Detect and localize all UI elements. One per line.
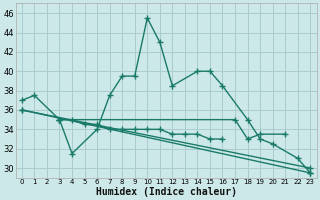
X-axis label: Humidex (Indice chaleur): Humidex (Indice chaleur): [96, 186, 236, 197]
